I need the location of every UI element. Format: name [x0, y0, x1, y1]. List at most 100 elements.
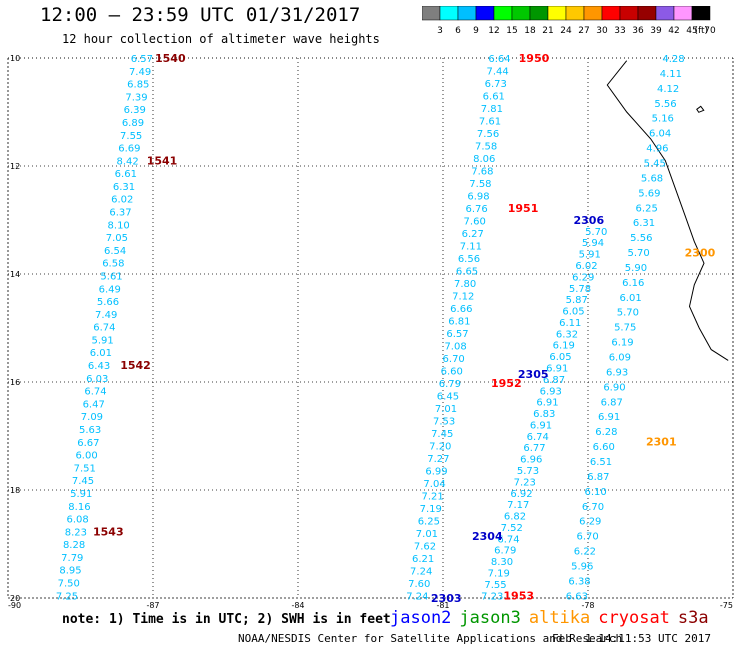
wave-height-value: 6.87 — [543, 375, 565, 386]
wave-height-value: 6.73 — [485, 79, 507, 90]
wave-height-value: 7.53 — [433, 416, 455, 427]
wave-height-value: 7.80 — [454, 279, 476, 290]
pass-time-label: 1540 — [155, 52, 186, 65]
wave-height-value: 6.74 — [527, 432, 549, 443]
wave-height-value: 5.70 — [617, 308, 639, 319]
wave-height-value: 5.45 — [644, 158, 666, 169]
wave-height-value: 6.49 — [99, 284, 121, 295]
longitude-tick-label: -90 — [8, 601, 21, 610]
colorbar-swatch — [547, 6, 567, 21]
wave-height-value: 7.12 — [452, 291, 474, 302]
wave-height-value: 7.44 — [486, 66, 508, 77]
wave-height-value: 6.79 — [439, 379, 461, 390]
wave-height-value: 6.21 — [412, 554, 434, 565]
wave-height-value: 6.47 — [83, 399, 105, 410]
wave-height-value: 6.57 — [131, 54, 153, 65]
legend-item-cryosat: cryosat — [598, 608, 670, 628]
wave-height-value: 6.70 — [582, 502, 604, 513]
legend-item-altika: altika — [528, 608, 591, 628]
wave-height-value: 6.61 — [115, 169, 137, 180]
longitude-tick-label: -87 — [146, 601, 159, 610]
pass-time-label: 1951 — [508, 202, 539, 215]
wave-height-value: 5.91 — [579, 250, 601, 261]
wave-height-value: 6.58 — [102, 259, 124, 270]
generation-timestamp: Feb 1 14:11:53 UTC 2017 — [552, 632, 711, 645]
pass-time-label: 1953 — [503, 589, 534, 602]
legend-item-jason3: jason3 — [459, 608, 521, 628]
pass-time-label: 2305 — [518, 368, 549, 381]
wave-height-value: 6.01 — [90, 348, 112, 359]
colorbar-tick-label: 12 — [488, 26, 499, 36]
wave-height-value: 6.89 — [122, 118, 144, 129]
wave-height-value: 6.08 — [67, 515, 89, 526]
wave-height-value: 7.62 — [414, 541, 436, 552]
wave-height-value: 7.21 — [422, 491, 444, 502]
wave-height-value: 6.82 — [504, 512, 526, 523]
wave-height-value: 6.19 — [611, 338, 633, 349]
wave-height-value: 6.70 — [443, 354, 465, 365]
wave-height-value: 7.52 — [501, 523, 523, 534]
wave-height-value: 5.66 — [97, 297, 119, 308]
wave-height-value: 6.09 — [609, 353, 631, 364]
wave-height-value: 6.74 — [84, 387, 106, 398]
wave-height-value: 4.12 — [657, 84, 679, 95]
wave-height-value: 7.17 — [507, 500, 529, 511]
wave-height-value: 6.98 — [467, 191, 489, 202]
pass-time-label: 1952 — [491, 377, 522, 390]
wave-height-value: 6.60 — [441, 366, 463, 377]
wave-height-value: 7.49 — [129, 67, 151, 78]
colorbar-swatch — [655, 6, 675, 21]
track-cryosat: 6.57 7.49 6.857.39 6.39 6.89 7.55 6.698.42 6.61… — [56, 52, 186, 602]
wave-height-value: 5.69 — [638, 188, 660, 199]
legend-item-s3a: s3a — [677, 608, 709, 628]
map-frame — [7, 57, 734, 599]
wave-height-value: 7.45 — [431, 429, 453, 440]
wave-height-value: 7.81 — [481, 104, 503, 115]
page-title: 12:00 – 23:59 UTC 01/31/2017 — [40, 4, 361, 26]
wave-height-value: 6.39 — [124, 105, 146, 116]
wave-height-value: 6.56 — [458, 254, 480, 265]
wave-height-value: 6.83 — [533, 409, 555, 420]
latitude-tick-label: 14 — [10, 270, 20, 279]
pass-time-label: 2306 — [574, 214, 605, 227]
wave-height-value: 6.29 — [579, 517, 601, 528]
track-jason2-coast: 4.28 4.11 4.12 5.56 5.16 6.04 4.96 5.45 5.68 5.69… — [566, 54, 685, 602]
wave-height-value: 6.02 — [575, 261, 597, 272]
wave-height-value: 6.05 — [549, 352, 571, 363]
colorbar-swatch — [637, 6, 657, 21]
wave-height-value: 6.27 — [462, 229, 484, 240]
colorbar-tick-label: 6 — [455, 26, 461, 36]
island-outline — [696, 105, 705, 113]
wave-height-value: 4.11 — [660, 69, 682, 80]
pass-time-label: 1542 — [120, 359, 151, 372]
wave-height-value: 4.96 — [646, 144, 668, 155]
colorbar-tick-label: 39 — [650, 26, 662, 36]
wave-height-value: 6.87 — [587, 472, 609, 483]
wave-height-value: 7.49 — [95, 310, 117, 321]
wave-height-value: 6.04 — [649, 129, 671, 140]
wave-height-value: 7.79 — [61, 553, 83, 564]
color-scale-bar: 3 6 9 12 15 18 21 24 27 30 33 36 39 42 45 70(ft) — [422, 6, 716, 36]
satellite-legend: jason2 jason3 altika cryosat s3a — [390, 608, 717, 628]
colorbar-tick-label: 9 — [473, 26, 479, 36]
wave-height-value: 6.03 — [86, 374, 108, 385]
wave-height-value: 7.23 — [481, 591, 503, 602]
wave-height-value: 7.20 — [429, 441, 451, 452]
wave-height-value: 6.69 — [118, 144, 140, 155]
wave-height-value: 7.19 — [488, 569, 510, 580]
wave-height-value: 5.91 — [70, 489, 92, 500]
wave-height-value: 6.32 — [556, 329, 578, 340]
wave-height-value: 6.57 — [446, 329, 468, 340]
wave-height-value: 6.45 — [437, 391, 459, 402]
wave-height-value: 5.87 — [566, 295, 588, 306]
pass-time-label: 2304 — [472, 530, 503, 543]
track-cryosat: 5.705.945.916.026.295.785.876.056.116.32… — [481, 227, 607, 602]
wave-height-value: 6.74 — [497, 534, 519, 545]
credit-line: NOAA/NESDIS Center for Satellite Applica… — [238, 632, 623, 645]
wave-height-value: 7.24 — [410, 566, 432, 577]
colorbar-tick-label: 3 — [437, 26, 443, 36]
wave-height-value: 6.31 — [633, 218, 655, 229]
wave-height-value: 6.93 — [606, 367, 628, 378]
wave-height-value: 8.16 — [68, 502, 90, 513]
